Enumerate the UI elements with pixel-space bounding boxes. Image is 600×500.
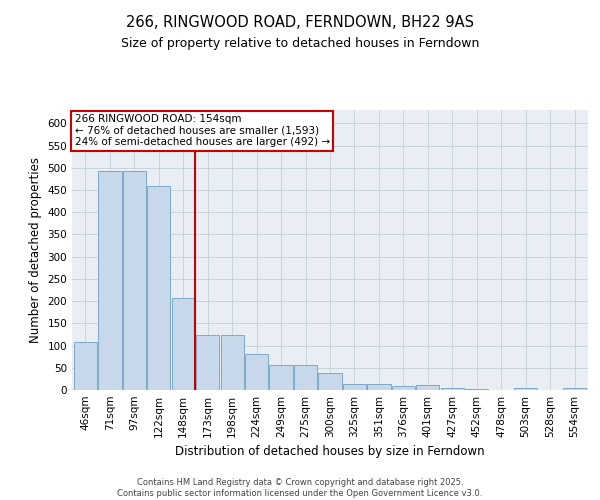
- Bar: [440, 388, 464, 390]
- Text: Contains HM Land Registry data © Crown copyright and database right 2025.
Contai: Contains HM Land Registry data © Crown c…: [118, 478, 482, 498]
- Bar: [221, 335, 244, 390]
- Bar: [343, 384, 366, 390]
- Bar: [269, 364, 293, 390]
- Text: Size of property relative to detached houses in Ferndown: Size of property relative to detached ho…: [121, 38, 479, 51]
- Bar: [416, 385, 439, 390]
- Bar: [196, 335, 220, 390]
- Text: 266 RINGWOOD ROAD: 154sqm
← 76% of detached houses are smaller (1,593)
24% of se: 266 RINGWOOD ROAD: 154sqm ← 76% of detac…: [74, 114, 330, 148]
- Bar: [123, 172, 146, 390]
- Y-axis label: Number of detached properties: Number of detached properties: [29, 157, 42, 343]
- Bar: [563, 388, 586, 390]
- X-axis label: Distribution of detached houses by size in Ferndown: Distribution of detached houses by size …: [175, 446, 485, 458]
- Bar: [294, 364, 317, 390]
- Bar: [514, 388, 537, 390]
- Bar: [245, 354, 268, 390]
- Bar: [367, 384, 391, 390]
- Bar: [465, 389, 488, 390]
- Bar: [319, 373, 341, 390]
- Bar: [98, 172, 122, 390]
- Bar: [172, 298, 195, 390]
- Bar: [74, 342, 97, 390]
- Text: 266, RINGWOOD ROAD, FERNDOWN, BH22 9AS: 266, RINGWOOD ROAD, FERNDOWN, BH22 9AS: [126, 15, 474, 30]
- Bar: [392, 386, 415, 390]
- Bar: [147, 186, 170, 390]
